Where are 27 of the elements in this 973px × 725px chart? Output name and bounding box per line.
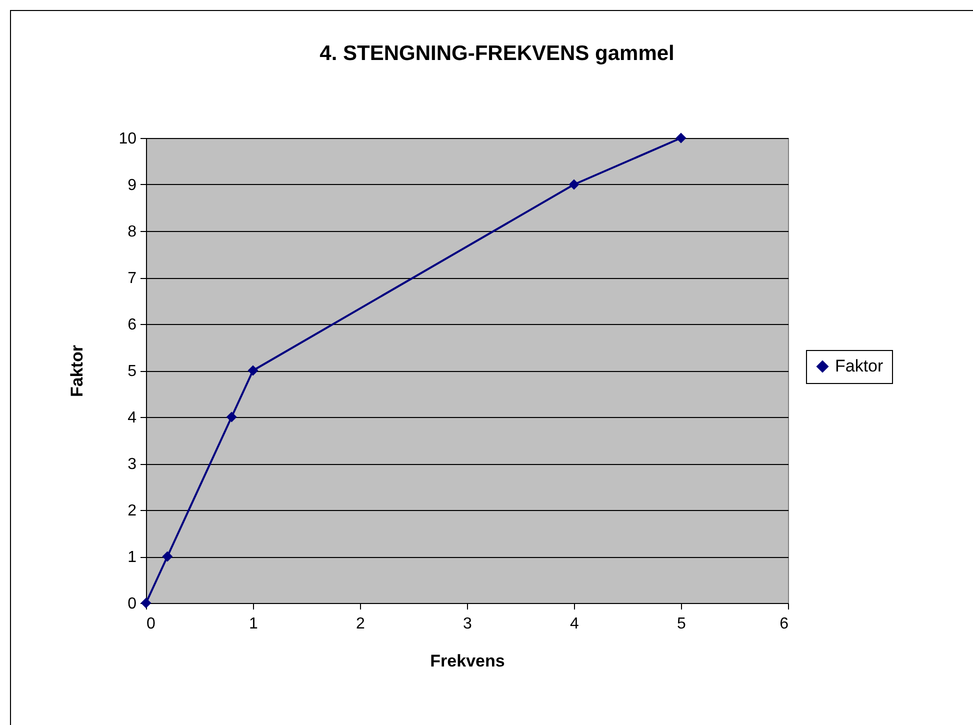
point	[162, 551, 173, 562]
point	[226, 412, 237, 422]
y-tick-label: 6	[128, 316, 137, 334]
point	[568, 179, 580, 190]
x-axis-title: Frekvens	[430, 652, 505, 670]
point	[676, 132, 686, 144]
y-tick-label: 1	[128, 549, 137, 566]
y-tick-label: 8	[128, 224, 137, 240]
x-tick-label: 0	[146, 616, 156, 632]
x-tick-label: 2	[356, 616, 366, 632]
y-tick-label: 0	[128, 596, 137, 612]
y-tick-label: 7	[128, 270, 137, 287]
chart-title: 4. STENGNING-FREKVENS gammel	[320, 42, 674, 65]
y-tick-label: 4	[128, 410, 137, 426]
y-tick-label: 10	[118, 130, 137, 148]
y-tick-label: 2	[128, 502, 137, 520]
y-tick-label: 9	[128, 177, 137, 194]
y-tick-label: 3	[128, 456, 137, 473]
point	[248, 365, 258, 376]
y-tick-label: 5	[128, 363, 137, 380]
x-tick-label: 5	[677, 616, 686, 632]
x-tick-label: 3	[463, 616, 472, 632]
x-tick-label: 6	[780, 616, 789, 632]
y-axis-title: Faktor	[68, 344, 87, 397]
legend-label: Faktor	[835, 356, 884, 376]
x-tick-label: 4	[570, 616, 580, 632]
x-tick-label: 1	[249, 616, 258, 632]
